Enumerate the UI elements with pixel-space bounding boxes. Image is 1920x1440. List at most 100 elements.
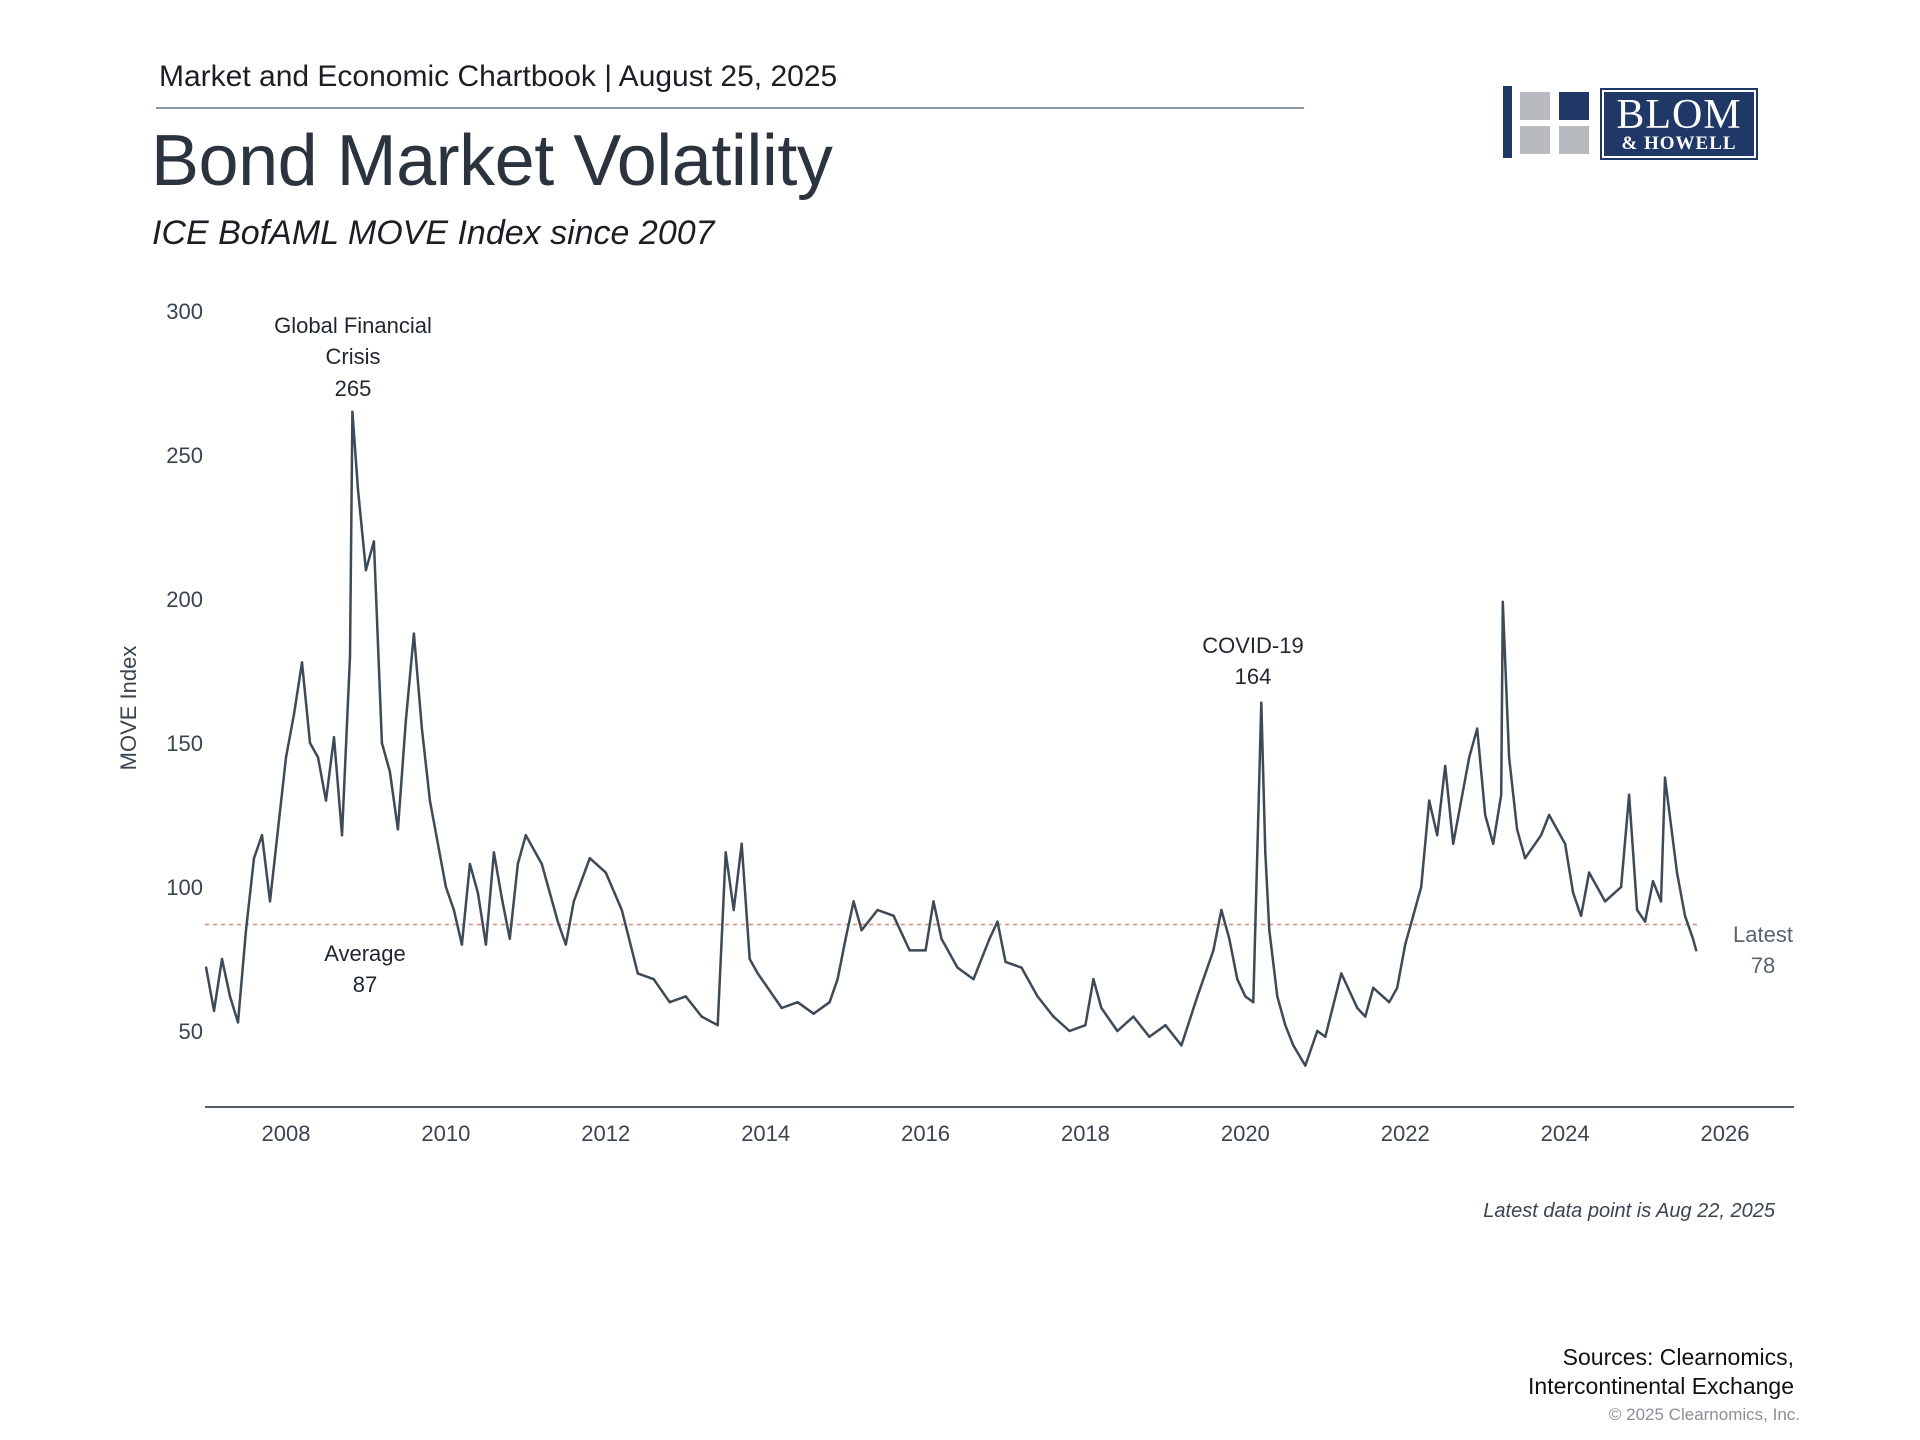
- x-tick-label: 2008: [262, 1121, 311, 1146]
- data-point: [308, 741, 312, 745]
- data-point: [1220, 908, 1223, 912]
- data-point: [1164, 1023, 1167, 1027]
- data-point: [852, 900, 855, 903]
- data-point: [1276, 995, 1279, 998]
- data-point: [1020, 966, 1023, 969]
- data-point: [716, 1023, 719, 1027]
- data-point: [420, 727, 424, 730]
- data-point: [732, 908, 735, 912]
- data-point: [1643, 920, 1647, 923]
- data-point: [1619, 885, 1623, 889]
- data-point: [324, 799, 328, 802]
- data-point: [1212, 949, 1215, 952]
- data-point: [1236, 978, 1239, 981]
- logo-subname: & HOWELL: [1621, 133, 1737, 154]
- data-point: [348, 655, 352, 658]
- data-point: [1244, 995, 1247, 998]
- data-point: [908, 949, 911, 952]
- data-point: [1444, 764, 1447, 768]
- data-point: [1284, 1023, 1287, 1027]
- data-point: [972, 978, 975, 981]
- data-point: [268, 900, 272, 903]
- data-point: [260, 834, 264, 837]
- x-tick-label: 2020: [1221, 1121, 1270, 1146]
- data-point: [1695, 949, 1698, 952]
- y-tick-label: 250: [166, 443, 203, 468]
- x-tick-label: 2024: [1541, 1121, 1590, 1146]
- data-point: [924, 949, 927, 952]
- x-tick-label: 2018: [1061, 1121, 1110, 1146]
- data-point: [1507, 756, 1511, 759]
- sources-text: Sources: Clearnomics, Intercontinental E…: [1300, 1343, 1794, 1401]
- data-point: [1420, 885, 1423, 889]
- data-point: [1292, 1044, 1295, 1047]
- data-point: [572, 900, 575, 903]
- y-tick-label: 150: [166, 731, 203, 756]
- data-point: [748, 957, 751, 961]
- data-point: [636, 972, 639, 975]
- data-point: [1180, 1044, 1183, 1047]
- x-tick-label: 2014: [741, 1121, 790, 1146]
- y-axis-ticks: 50 100 150 200 250 300: [166, 299, 203, 1044]
- data-point: [996, 920, 999, 923]
- data-point: [956, 966, 959, 969]
- logo-mark-block: [1559, 92, 1589, 120]
- logo-mark-block: [1520, 92, 1550, 120]
- covid-annotation-label: COVID-19: [1202, 633, 1303, 658]
- data-point: [1691, 937, 1695, 940]
- data-point: [1579, 914, 1583, 917]
- data-point: [1304, 1064, 1307, 1067]
- data-point: [796, 1001, 799, 1004]
- y-tick-label: 100: [166, 875, 203, 900]
- latest-annotation-label: Latest: [1733, 922, 1793, 947]
- data-point: [284, 756, 288, 759]
- data-point: [404, 718, 408, 722]
- data-point: [1100, 1006, 1103, 1010]
- data-point: [844, 937, 847, 940]
- logo-mark-block: [1559, 126, 1589, 154]
- data-point: [564, 943, 567, 946]
- data-point: [1515, 828, 1519, 831]
- data-point: [668, 1001, 671, 1004]
- header-divider: [156, 107, 1304, 109]
- data-point: [1356, 1006, 1359, 1010]
- data-point: [300, 661, 304, 664]
- data-point: [1547, 813, 1551, 817]
- data-point: [1316, 1029, 1319, 1033]
- x-tick-label: 2010: [421, 1121, 470, 1146]
- data-point: [524, 834, 527, 837]
- data-point: [1452, 842, 1455, 845]
- data-point: [1428, 799, 1431, 802]
- data-point: [700, 1015, 703, 1018]
- data-point: [1603, 900, 1607, 903]
- series-line-move-index: [204, 410, 1698, 1067]
- data-point: [588, 857, 591, 860]
- data-point: [388, 770, 392, 773]
- x-axis-ticks: 2008 2010 2012 2014 2016 2018 2020 2022 2024 2026: [262, 1121, 1750, 1146]
- latest-annotation-value: 78: [1751, 953, 1775, 978]
- copyright-text: © 2025 Clearnomics, Inc.: [1608, 1405, 1800, 1424]
- x-tick-label: 2016: [901, 1121, 950, 1146]
- data-point: [940, 937, 943, 940]
- data-point: [516, 862, 519, 866]
- data-point: [236, 1021, 240, 1024]
- data-point: [412, 632, 416, 635]
- data-point: [1571, 891, 1575, 894]
- data-point: [1052, 1015, 1055, 1018]
- logo-mark-bar: [1503, 86, 1512, 158]
- series-points: [204, 410, 1698, 1067]
- data-point: [1388, 1001, 1391, 1004]
- data-point: [500, 897, 504, 900]
- data-point: [204, 966, 208, 969]
- data-point: [372, 540, 376, 543]
- data-point: [1004, 960, 1007, 964]
- data-point: [212, 1009, 216, 1012]
- data-point: [1500, 793, 1503, 796]
- x-tick-label: 2022: [1381, 1121, 1430, 1146]
- data-point: [228, 995, 232, 998]
- blom-howell-logo: BLOM & HOWELL: [1503, 86, 1759, 162]
- data-point: [876, 908, 879, 912]
- page-title: Bond Market Volatility: [151, 121, 833, 201]
- data-point: [1036, 995, 1039, 998]
